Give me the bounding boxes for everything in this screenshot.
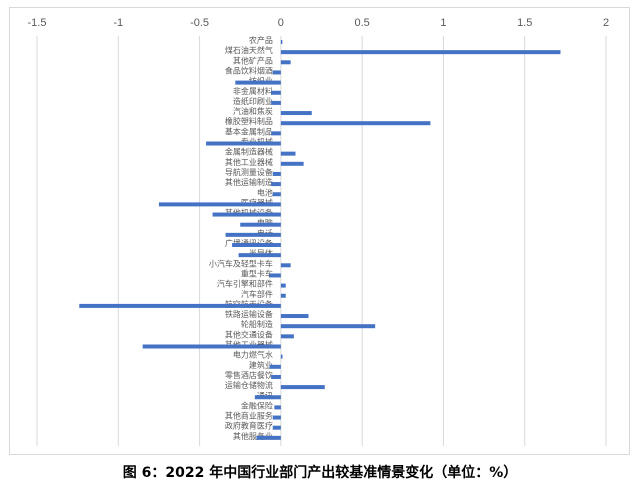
bar [271,90,281,95]
bar [280,293,286,298]
bar [240,222,281,227]
category-label: 其他交通设备 [225,329,273,339]
bar [280,60,291,65]
bar [272,425,281,430]
x-tick-label: 1.5 [517,17,532,29]
x-tick-label: 0 [278,17,284,29]
category-label: 轮船制造 [241,319,273,329]
category-label: 其他矿产品 [233,55,273,65]
bar [235,80,281,85]
category-label: 其他商业服务 [225,411,273,421]
bar [280,111,312,116]
category-label: 其他运输制造 [225,177,273,187]
bar [272,70,281,75]
bar [271,100,281,105]
bar [254,395,281,400]
category-label: 非金属材料 [233,86,273,96]
bar [280,385,325,390]
category-label: 煤石油天然气 [225,45,273,55]
category-label: 汽车引擎和部件 [217,279,273,289]
category-label: 电池 [257,187,273,197]
bar [271,374,281,379]
category-label: 电力燃气水 [233,350,273,360]
bar [274,405,281,410]
category-label: 小汽车及轻型卡车 [209,258,273,268]
bar [269,273,281,278]
bar [272,192,281,197]
category-label: 汽油和焦炭 [233,106,273,116]
bar [79,303,281,308]
bar [280,151,296,156]
bar [142,344,281,349]
category-label: 运输仓储物流 [225,380,273,390]
category-label: 汽车部件 [241,289,273,299]
category-label: 金属制造器械 [225,147,273,157]
bar [280,40,283,44]
x-tick-label: -1 [113,17,123,29]
category-label: 重型卡车 [241,268,273,278]
category-label: 导航测量设备 [225,167,273,177]
bar [238,253,281,258]
category-label: 其他工业器械 [225,157,273,167]
x-tick-label: 2 [603,17,609,29]
bar [280,283,286,288]
category-label: 食品饮料烟酒 [225,65,273,75]
bar [212,212,281,217]
category-label: 基本金属制品 [225,126,273,136]
category-label: 零售酒店餐饮 [225,370,273,380]
bar [272,171,281,176]
category-label: 其他服务业 [233,431,273,441]
bar [280,334,294,339]
bar [280,263,291,268]
bar [280,121,431,126]
bar [280,354,283,359]
category-label: 铁路运输设备 [225,309,273,319]
bar [272,415,281,420]
category-label: 橡胶塑料制品 [225,116,273,126]
bar [232,243,281,247]
chart-title: 图 6：2022 年中国行业部门产出较基准情景变化（单位：%） [122,465,518,481]
category-label: 政府教育医疗 [225,421,273,431]
bar [280,314,309,319]
bar [280,50,561,55]
x-tick-label: -1.5 [28,17,47,29]
category-label: 金融保险 [241,400,273,410]
chart-frame [9,7,630,455]
bar [158,202,281,207]
bar [280,161,304,166]
x-tick-label: 1 [440,17,446,29]
category-label: 农产品 [249,35,273,45]
bar [225,232,281,237]
bar-chart: -1.5-1-0.500.511.52农产品煤石油天然气其他矿产品食品饮料烟酒纺… [28,17,609,446]
bar [206,141,281,146]
category-label: 造纸印刷业 [233,96,273,106]
bar [271,131,281,136]
bar [280,324,376,329]
x-tick-label: 0.5 [354,17,369,29]
x-tick-label: -0.5 [190,17,209,29]
bar [256,435,281,440]
category-label: 建筑业 [249,360,273,370]
bar [271,182,281,187]
bar [269,364,281,369]
